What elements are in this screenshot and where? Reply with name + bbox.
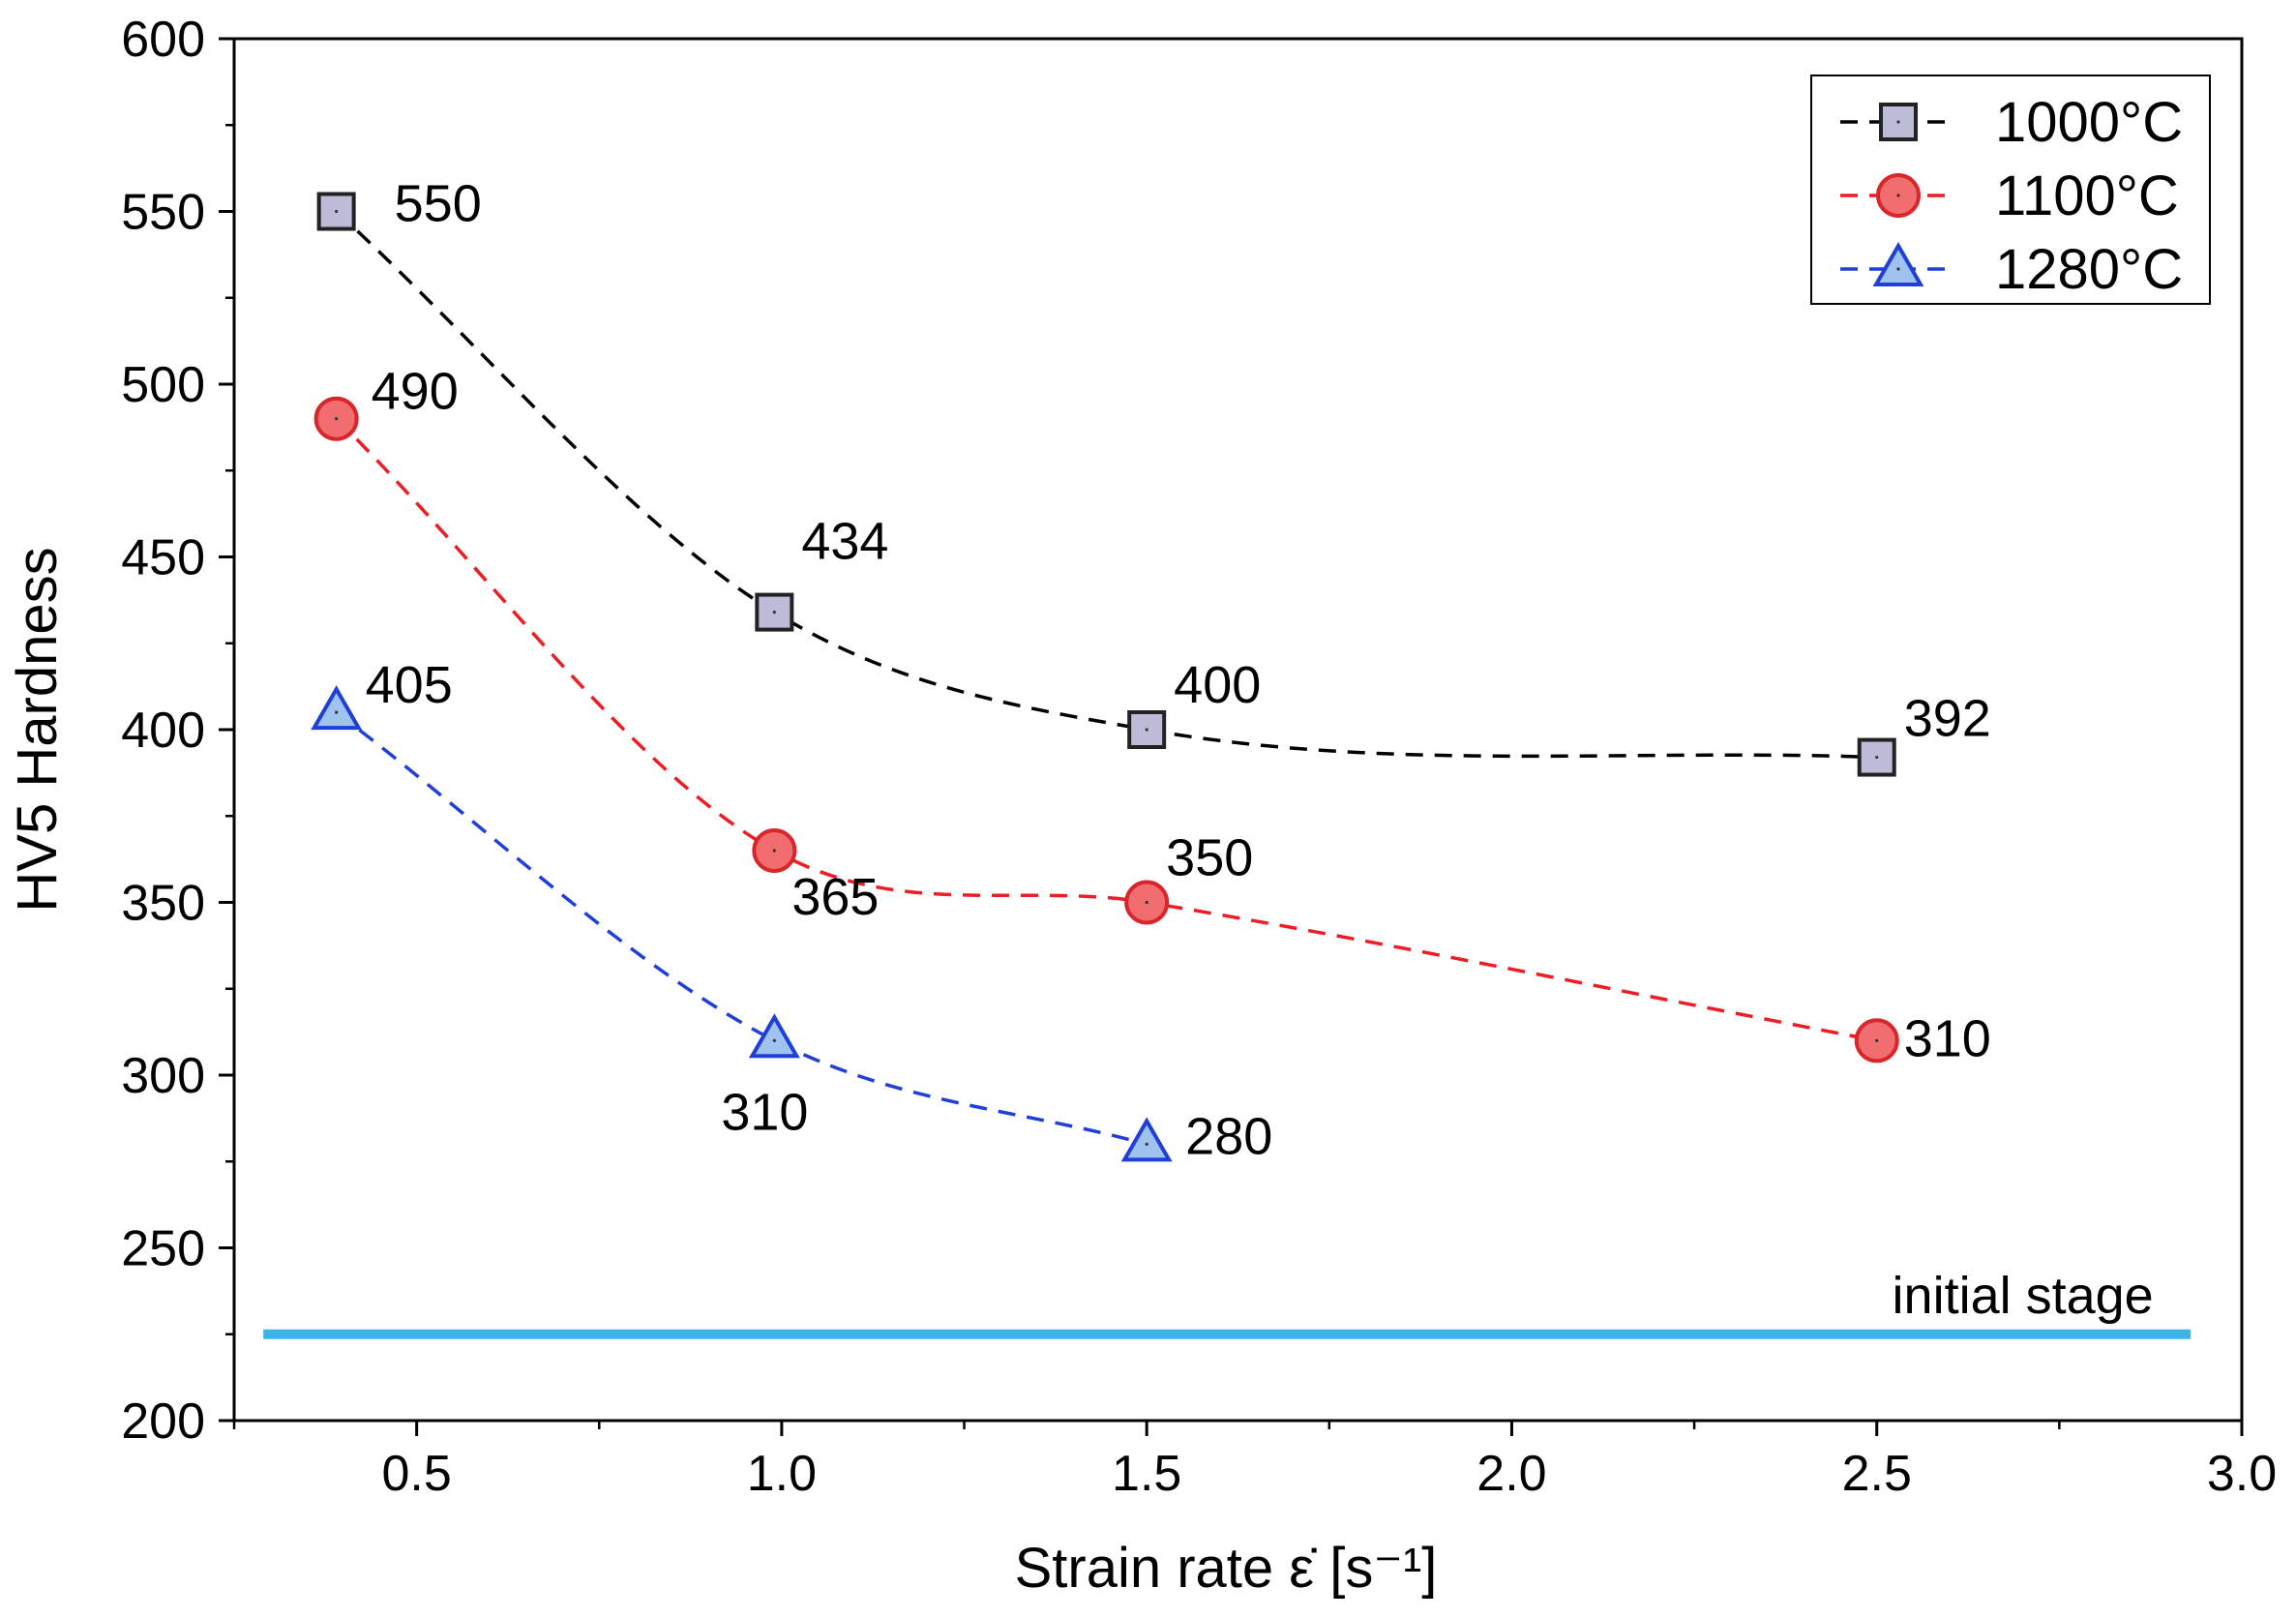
data-label: 405 xyxy=(366,656,453,714)
marker-center-dot xyxy=(772,849,776,853)
x-tick-label: 2.5 xyxy=(1842,1446,1912,1502)
marker-center-dot xyxy=(1896,120,1900,124)
square-data-point xyxy=(1127,710,1167,749)
triangle-data-point xyxy=(311,685,363,731)
y-axis-title: HV5 Hardness xyxy=(6,547,69,912)
y-tick-label: 500 xyxy=(121,357,205,413)
x-tick-label: 2.0 xyxy=(1476,1446,1546,1502)
data-label: 310 xyxy=(721,1083,808,1141)
marker-center-dot xyxy=(335,710,339,714)
triangle-marker-shape xyxy=(1872,241,1924,286)
legend-entry-label: 1100°C xyxy=(1995,165,2179,227)
legend-entry-label: 1000°C xyxy=(1995,91,2183,154)
y-tick-label: 600 xyxy=(121,12,205,68)
y-tick-label: 550 xyxy=(121,185,205,241)
fit-curve xyxy=(335,210,1877,760)
data-label: 350 xyxy=(1166,829,1253,887)
data-label: 392 xyxy=(1904,690,1991,748)
data-markers xyxy=(311,192,1899,1162)
data-label: 365 xyxy=(791,868,879,926)
x-tick-label: 1.0 xyxy=(747,1446,817,1502)
triangle-marker-shape xyxy=(1120,1117,1173,1162)
marker-center-dot xyxy=(772,611,776,614)
axes: 0.5 1.0 1.5 2.0 2.5 3.0 200 250 300 350 400 450 500 5… xyxy=(121,12,2277,1502)
marker-center-dot xyxy=(1875,755,1879,760)
legend-entry-label: 1280°C xyxy=(1995,238,2183,301)
marker-center-dot xyxy=(335,417,339,421)
triangle-marker-shape xyxy=(311,685,363,731)
legend-triangle-icon xyxy=(1872,241,1924,286)
marker-center-dot xyxy=(1145,900,1148,905)
data-label: 434 xyxy=(801,513,888,571)
legend-circle-icon xyxy=(1876,173,1921,218)
y-tick-label: 350 xyxy=(121,876,205,932)
marker-center-dot xyxy=(772,1038,776,1042)
data-label: 310 xyxy=(1904,1009,1991,1067)
marker-center-dot xyxy=(1896,267,1900,271)
x-axis-title: Strain rate ε̇ [s⁻¹] xyxy=(1015,1537,1438,1600)
y-tick-label: 200 xyxy=(121,1393,205,1450)
triangle-marker-shape xyxy=(748,1013,800,1059)
square-data-point xyxy=(1857,737,1896,777)
triangle-data-point xyxy=(1120,1117,1173,1162)
marker-center-dot xyxy=(1145,1142,1148,1146)
reference-line-group: initial stage xyxy=(263,1267,2192,1339)
fit-curve xyxy=(335,710,1148,1147)
legend: 1000°C 1100°C 1280°C xyxy=(1810,75,2211,305)
marker-center-dot xyxy=(1875,1038,1879,1042)
circle-data-point xyxy=(1854,1018,1899,1064)
y-tick-label: 250 xyxy=(121,1221,205,1277)
legend-square-icon xyxy=(1879,103,1918,141)
circle-data-point xyxy=(1124,880,1170,925)
x-tick-label: 3.0 xyxy=(2207,1446,2277,1502)
initial-stage-label: initial stage xyxy=(1893,1267,2154,1325)
data-label: 490 xyxy=(372,363,459,421)
y-tick-label: 400 xyxy=(121,703,205,759)
square-data-point xyxy=(316,192,356,231)
data-label: 280 xyxy=(1185,1107,1272,1165)
y-tick-label: 450 xyxy=(121,530,205,586)
marker-center-dot xyxy=(1145,728,1148,732)
square-data-point xyxy=(755,592,794,632)
circle-data-point xyxy=(752,827,797,873)
fit-curves xyxy=(335,210,1878,1147)
triangle-data-point xyxy=(748,1013,800,1059)
y-tick-label: 300 xyxy=(121,1048,205,1104)
data-labels: 550 434 400 392 490 365 350 310 405 310 280 xyxy=(366,175,1991,1166)
x-tick-label: 1.5 xyxy=(1112,1446,1181,1502)
fit-curve xyxy=(335,417,1878,1043)
data-label: 550 xyxy=(395,175,482,233)
x-tick-label: 0.5 xyxy=(381,1446,451,1502)
circle-data-point xyxy=(313,396,359,441)
data-label: 400 xyxy=(1174,656,1261,714)
marker-center-dot xyxy=(1896,194,1900,197)
marker-center-dot xyxy=(335,209,339,214)
